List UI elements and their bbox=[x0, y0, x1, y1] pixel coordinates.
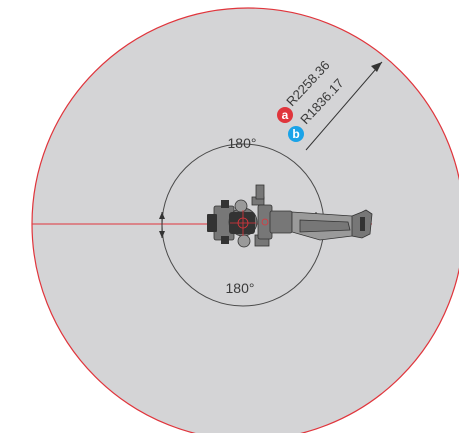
industrial-robot-top-view-icon bbox=[207, 184, 373, 248]
radius-dimension-line bbox=[305, 61, 383, 151]
badge-a-icon: a bbox=[277, 107, 293, 123]
badge-b-label: b bbox=[292, 127, 299, 141]
left-angle-arrow-icon bbox=[159, 212, 165, 238]
angle-top-label: 180° bbox=[228, 135, 257, 151]
badge-a-label: a bbox=[282, 108, 289, 122]
badge-b-icon: b bbox=[288, 126, 304, 142]
angle-bottom-label: 180° bbox=[226, 280, 255, 296]
